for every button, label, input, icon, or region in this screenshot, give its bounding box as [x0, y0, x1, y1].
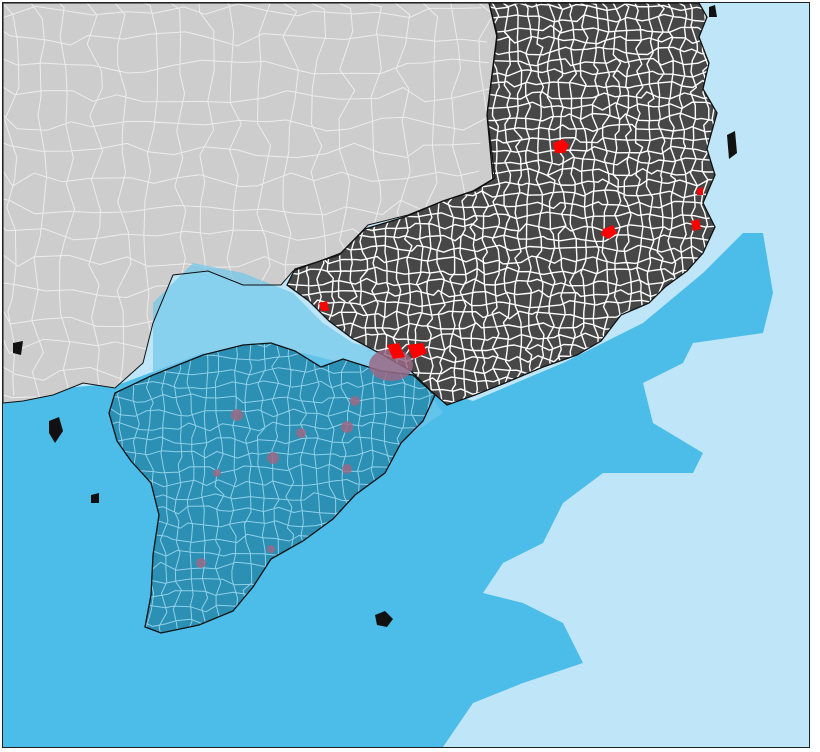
- urban-area-3[interactable]: [691, 219, 701, 231]
- map-canvas[interactable]: [3, 3, 809, 747]
- urban-highlights: [319, 139, 703, 359]
- map-frame: [2, 2, 810, 748]
- urban-area-6[interactable]: [387, 343, 405, 359]
- urban-area-7[interactable]: [407, 343, 427, 359]
- urban-area-1[interactable]: [553, 139, 569, 153]
- islands: [13, 5, 737, 627]
- urban-area-2[interactable]: [601, 225, 617, 239]
- urban-area-5[interactable]: [319, 301, 329, 311]
- southern-town-markers: [196, 396, 360, 568]
- urban-area-4[interactable]: [697, 187, 703, 195]
